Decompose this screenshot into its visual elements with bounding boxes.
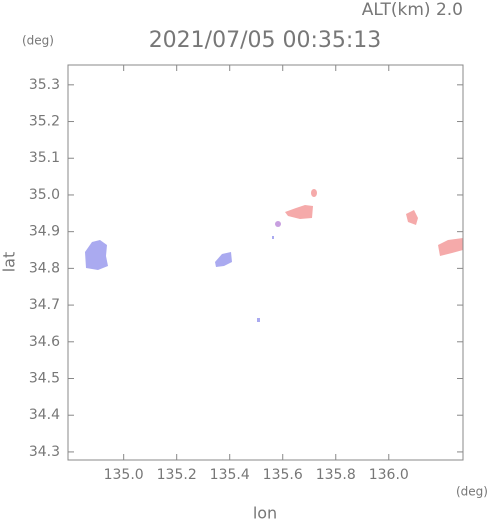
x-tick-label: 135.8 (316, 467, 356, 483)
echo (215, 252, 232, 267)
x-tick-label: 135.0 (104, 467, 144, 483)
y-tick-label: 34.6 (29, 334, 60, 350)
y-tick-label: 34.4 (29, 407, 60, 423)
echo (257, 318, 260, 322)
y-tick-label: 35.3 (29, 77, 60, 93)
x-tick-label: 135.6 (263, 467, 303, 483)
echo (311, 189, 317, 197)
x-tick-label: 135.2 (157, 467, 197, 483)
y-tick-label: 35.2 (29, 114, 60, 130)
x-unit: (deg) (456, 485, 488, 499)
x-tick-label: 136.0 (369, 467, 409, 483)
echo (285, 205, 313, 219)
y-tick-label: 35.0 (29, 187, 60, 203)
y-tick-label: 35.1 (29, 150, 60, 166)
echo (275, 221, 281, 227)
echo (85, 240, 108, 270)
y-tick-label: 34.8 (29, 260, 60, 276)
y-axis-label: lat (0, 252, 19, 273)
x-tick-label: 135.4 (210, 467, 250, 483)
plot-frame (67, 64, 464, 461)
echo (272, 236, 274, 239)
chart-title: 2021/07/05 00:35:13 (149, 28, 382, 53)
y-tick-label: 34.5 (29, 371, 60, 387)
echo (406, 210, 418, 225)
y-unit: (deg) (22, 34, 54, 48)
altitude-label: ALT(km) 2.0 (362, 0, 463, 20)
echo (438, 238, 463, 256)
x-axis-label: lon (253, 504, 277, 521)
y-tick-label: 34.9 (29, 224, 60, 240)
echo-blobs (85, 189, 463, 322)
y-tick-label: 34.3 (29, 444, 60, 460)
y-tick-label: 34.7 (29, 297, 60, 313)
